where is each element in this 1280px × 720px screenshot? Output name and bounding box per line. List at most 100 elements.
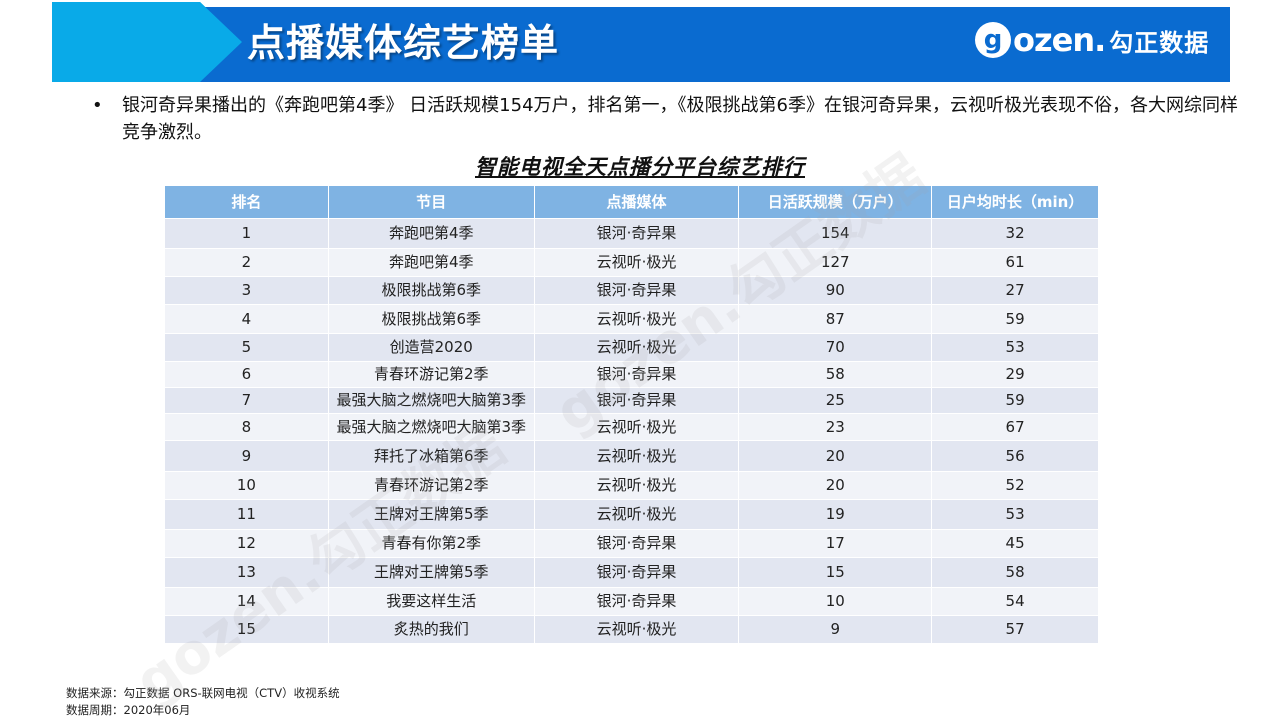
cell-program: 青春环游记第2季	[328, 361, 535, 387]
cell-duration: 59	[932, 387, 1099, 413]
cell-program: 极限挑战第6季	[328, 276, 535, 304]
logo-cn-text: 勾正数据	[1109, 28, 1210, 57]
cell-dau: 87	[739, 304, 933, 333]
table-row: 4 极限挑战第6季 云视听·极光 87 59	[165, 304, 1099, 333]
cell-media: 云视听·极光	[534, 499, 740, 529]
table-body: 1 奔跑吧第4季 银河·奇异果 154 32 2 奔跑吧第4季 云视听·极光 127 61 3 极限挑…	[165, 218, 1099, 643]
footer-notes: 数据来源：勾正数据 ORS-联网电视（CTV）收视系统 数据周期：2020年06…	[66, 685, 340, 719]
cell-media: 银河·奇异果	[534, 361, 740, 387]
cell-media: 云视听·极光	[534, 413, 740, 440]
table-header-row: 排名 节目 点播媒体 日活跃规模（万户） 日户均时长（min）	[165, 186, 1099, 218]
cell-rank: 11	[165, 499, 329, 529]
data-source: 数据来源：勾正数据 ORS-联网电视（CTV）收视系统	[66, 686, 340, 700]
cell-program: 创造营2020	[328, 333, 535, 361]
cell-program: 奔跑吧第4季	[328, 248, 535, 276]
cell-rank: 4	[165, 304, 329, 333]
table-title: 智能电视全天点播分平台综艺排行	[475, 155, 805, 179]
cell-rank: 7	[165, 387, 329, 413]
table-row: 8 最强大脑之燃烧吧大脑第3季 云视听·极光 23 67	[165, 413, 1099, 440]
table-row: 7 最强大脑之燃烧吧大脑第3季 银河·奇异果 25 59	[165, 387, 1099, 413]
cell-dau: 70	[739, 333, 933, 361]
cell-rank: 9	[165, 440, 329, 471]
cell-media: 云视听·极光	[534, 471, 740, 499]
cell-dau: 23	[739, 413, 933, 440]
cell-program: 最强大脑之燃烧吧大脑第3季	[328, 413, 535, 440]
cell-dau: 15	[739, 557, 933, 587]
cell-duration: 59	[932, 304, 1099, 333]
cell-rank: 14	[165, 587, 329, 615]
page-title: 点播媒体综艺榜单	[247, 21, 560, 65]
cell-media: 银河·奇异果	[534, 276, 740, 304]
cell-program: 拜托了冰箱第6季	[328, 440, 535, 471]
cell-dau: 58	[739, 361, 933, 387]
cell-program: 我要这样生活	[328, 587, 535, 615]
table-row: 12 青春有你第2季 银河·奇异果 17 45	[165, 529, 1099, 557]
cell-rank: 12	[165, 529, 329, 557]
bullet-icon: •	[92, 95, 103, 116]
cell-rank: 3	[165, 276, 329, 304]
cell-media: 银河·奇异果	[534, 587, 740, 615]
table-row: 1 奔跑吧第4季 银河·奇异果 154 32	[165, 218, 1099, 248]
cell-program: 青春环游记第2季	[328, 471, 535, 499]
cell-media: 云视听·极光	[534, 615, 740, 643]
gozen-logo: g ozen. 勾正数据	[975, 20, 1209, 60]
table-row: 10 青春环游记第2季 云视听·极光 20 52	[165, 471, 1099, 499]
cell-program: 青春有你第2季	[328, 529, 535, 557]
column-header-media: 点播媒体	[534, 186, 740, 218]
cell-rank: 13	[165, 557, 329, 587]
column-header-program: 节目	[328, 186, 535, 218]
cell-program: 奔跑吧第4季	[328, 218, 535, 248]
table-row: 13 王牌对王牌第5季 银河·奇异果 15 58	[165, 557, 1099, 587]
cell-duration: 58	[932, 557, 1099, 587]
column-header-dau: 日活跃规模（万户）	[739, 186, 933, 218]
cell-program: 王牌对王牌第5季	[328, 499, 535, 529]
cell-dau: 154	[739, 218, 933, 248]
cell-dau: 20	[739, 440, 933, 471]
cell-media: 银河·奇异果	[534, 557, 740, 587]
cell-dau: 9	[739, 615, 933, 643]
cell-duration: 56	[932, 440, 1099, 471]
ranking-table: 排名 节目 点播媒体 日活跃规模（万户） 日户均时长（min） 1 奔跑吧第4季银…	[165, 186, 1099, 643]
table-row: 5 创造营2020 云视听·极光 70 53	[165, 333, 1099, 361]
cell-dau: 19	[739, 499, 933, 529]
table-row: 3 极限挑战第6季 银河·奇异果 90 27	[165, 276, 1099, 304]
cell-dau: 17	[739, 529, 933, 557]
data-period: 数据周期：2020年06月	[66, 703, 191, 717]
cell-duration: 29	[932, 361, 1099, 387]
cell-rank: 1	[165, 218, 329, 248]
logo-text: ozen.	[1013, 21, 1106, 59]
cell-duration: 52	[932, 471, 1099, 499]
table-row: 2 奔跑吧第4季 云视听·极光 127 61	[165, 248, 1099, 276]
cell-media: 银河·奇异果	[534, 387, 740, 413]
summary-text: 银河奇异果播出的《奔跑吧第4季》 日活跃规模154万户，排名第一，《极限挑战第6…	[122, 95, 1238, 143]
cell-program: 炙热的我们	[328, 615, 535, 643]
cell-dau: 25	[739, 387, 933, 413]
gozen-logo-icon: g	[975, 22, 1011, 58]
column-header-rank: 排名	[165, 186, 329, 218]
cell-dau: 20	[739, 471, 933, 499]
cell-dau: 10	[739, 587, 933, 615]
cell-rank: 5	[165, 333, 329, 361]
cell-media: 云视听·极光	[534, 248, 740, 276]
cell-program: 极限挑战第6季	[328, 304, 535, 333]
cell-rank: 10	[165, 471, 329, 499]
cell-rank: 2	[165, 248, 329, 276]
cell-media: 云视听·极光	[534, 304, 740, 333]
cell-rank: 8	[165, 413, 329, 440]
banner-arrow-accent-top	[52, 2, 242, 82]
table-row: 9 拜托了冰箱第6季 云视听·极光 20 56	[165, 440, 1099, 471]
cell-duration: 61	[932, 248, 1099, 276]
table-row: 6 青春环游记第2季 银河·奇异果 58 29	[165, 361, 1099, 387]
cell-media: 银河·奇异果	[534, 218, 740, 248]
cell-duration: 53	[932, 499, 1099, 529]
cell-duration: 54	[932, 587, 1099, 615]
title-banner	[52, 7, 1230, 82]
cell-program: 最强大脑之燃烧吧大脑第3季	[328, 387, 535, 413]
cell-rank: 6	[165, 361, 329, 387]
cell-dau: 90	[739, 276, 933, 304]
column-header-duration: 日户均时长（min）	[932, 186, 1099, 218]
cell-rank: 15	[165, 615, 329, 643]
cell-dau: 127	[739, 248, 933, 276]
cell-program: 王牌对王牌第5季	[328, 557, 535, 587]
cell-duration: 57	[932, 615, 1099, 643]
